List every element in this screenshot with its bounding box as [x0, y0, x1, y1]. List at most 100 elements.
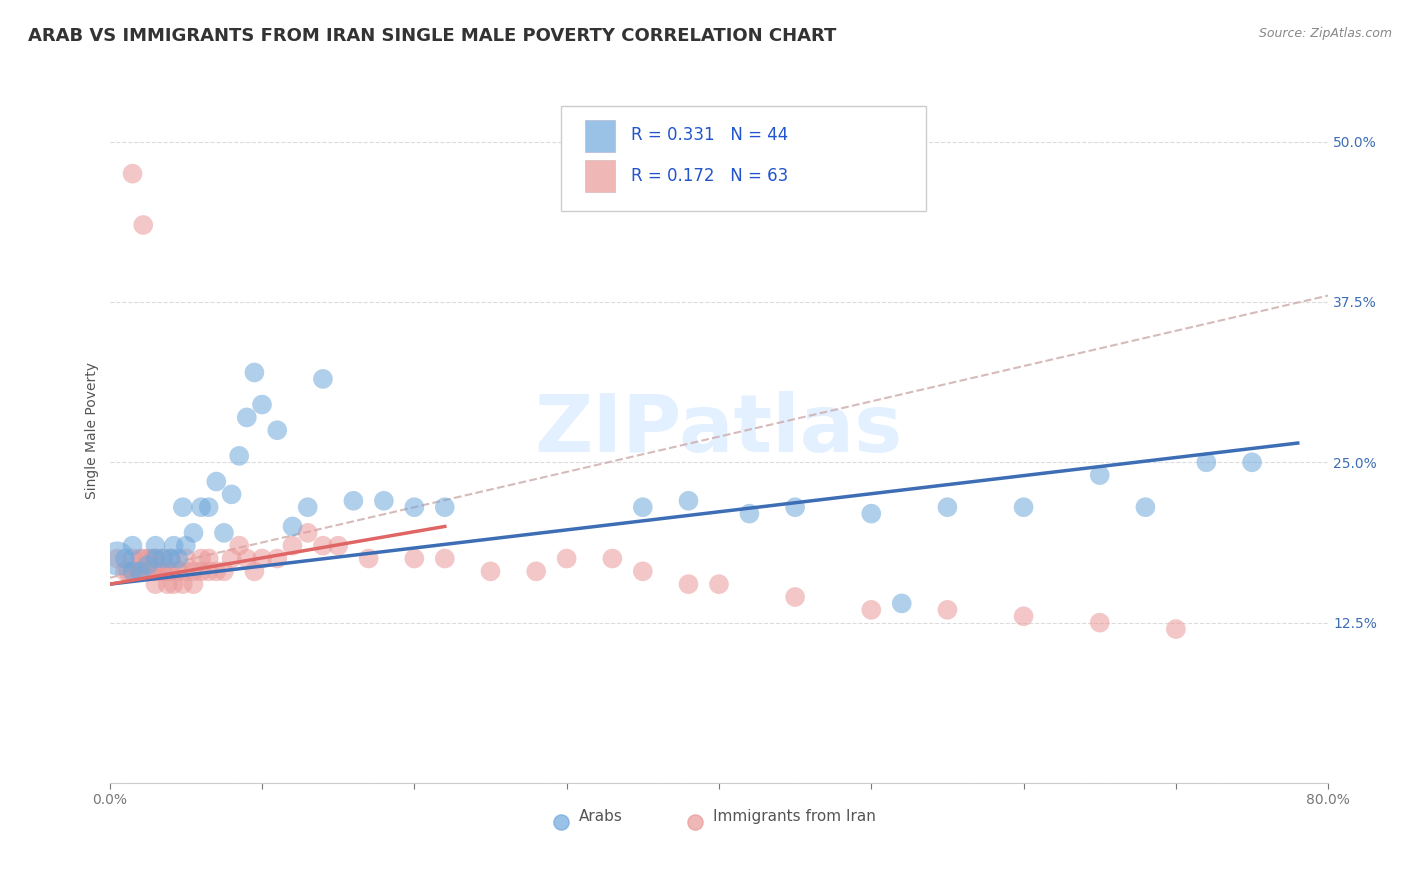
Point — [152, 551, 174, 566]
Point — [197, 565, 219, 579]
Point — [678, 577, 700, 591]
Point — [163, 539, 186, 553]
Point — [141, 565, 163, 579]
Point — [266, 551, 288, 566]
Point — [136, 551, 159, 566]
Point — [890, 596, 912, 610]
Bar — [585, 160, 616, 192]
Point — [190, 565, 212, 579]
Point — [631, 565, 654, 579]
Point — [662, 847, 685, 861]
Point — [357, 551, 380, 566]
Point — [1164, 622, 1187, 636]
Point — [174, 565, 197, 579]
Point — [167, 565, 190, 579]
Point — [312, 539, 335, 553]
Point — [707, 577, 730, 591]
Point — [860, 603, 883, 617]
Point — [433, 551, 456, 566]
Point — [174, 539, 197, 553]
Point — [221, 487, 243, 501]
Point — [183, 565, 205, 579]
Point — [1012, 500, 1035, 515]
Point — [281, 519, 304, 533]
Point — [152, 551, 174, 566]
Point — [936, 500, 959, 515]
Point — [197, 500, 219, 515]
Point — [190, 551, 212, 566]
Point — [167, 551, 190, 566]
Point — [243, 366, 266, 380]
Text: ZIPatlas: ZIPatlas — [534, 392, 903, 469]
Point — [121, 565, 143, 579]
Point — [190, 500, 212, 515]
Bar — [585, 120, 616, 152]
Text: R = 0.331   N = 44: R = 0.331 N = 44 — [631, 127, 789, 145]
Point — [678, 493, 700, 508]
Point — [228, 539, 250, 553]
Point — [243, 565, 266, 579]
Point — [205, 565, 228, 579]
Point — [156, 577, 179, 591]
Point — [141, 551, 163, 566]
FancyBboxPatch shape — [561, 105, 927, 211]
Point — [342, 493, 364, 508]
Point — [1195, 455, 1218, 469]
Point — [183, 525, 205, 540]
Point — [121, 565, 143, 579]
Point — [602, 551, 624, 566]
Point — [114, 551, 136, 566]
Point — [1088, 468, 1111, 483]
Point — [145, 577, 167, 591]
Text: ARAB VS IMMIGRANTS FROM IRAN SINGLE MALE POVERTY CORRELATION CHART: ARAB VS IMMIGRANTS FROM IRAN SINGLE MALE… — [28, 27, 837, 45]
Point — [228, 449, 250, 463]
Point — [132, 218, 155, 232]
Point — [172, 500, 194, 515]
Point — [117, 565, 139, 579]
Point — [860, 507, 883, 521]
Point — [114, 565, 136, 579]
Point — [524, 565, 547, 579]
Text: Arabs: Arabs — [579, 809, 623, 824]
Point — [297, 525, 319, 540]
Point — [152, 565, 174, 579]
Point — [328, 539, 350, 553]
Point — [129, 565, 152, 579]
Point — [159, 551, 181, 566]
Point — [221, 551, 243, 566]
Text: Source: ZipAtlas.com: Source: ZipAtlas.com — [1258, 27, 1392, 40]
Point — [145, 551, 167, 566]
Point — [136, 565, 159, 579]
Point — [148, 565, 170, 579]
Point — [121, 551, 143, 566]
Point — [738, 507, 761, 521]
Point — [1088, 615, 1111, 630]
Point — [250, 551, 273, 566]
Point — [936, 603, 959, 617]
Point — [312, 372, 335, 386]
Point — [159, 565, 181, 579]
Point — [105, 551, 128, 566]
Point — [172, 577, 194, 591]
Point — [129, 551, 152, 566]
Point — [183, 577, 205, 591]
Text: Immigrants from Iran: Immigrants from Iran — [713, 809, 876, 824]
Point — [197, 551, 219, 566]
Point — [1241, 455, 1264, 469]
Point — [479, 565, 502, 579]
Point — [136, 558, 159, 572]
Point — [212, 525, 235, 540]
Point — [785, 500, 807, 515]
Point — [631, 500, 654, 515]
Point — [236, 410, 259, 425]
Point — [555, 551, 578, 566]
Point — [1012, 609, 1035, 624]
Point — [145, 551, 167, 566]
Point — [281, 539, 304, 553]
Point — [129, 565, 152, 579]
Point — [236, 551, 259, 566]
Point — [1135, 500, 1157, 515]
Point — [212, 565, 235, 579]
Point — [404, 551, 426, 566]
Point — [121, 539, 143, 553]
